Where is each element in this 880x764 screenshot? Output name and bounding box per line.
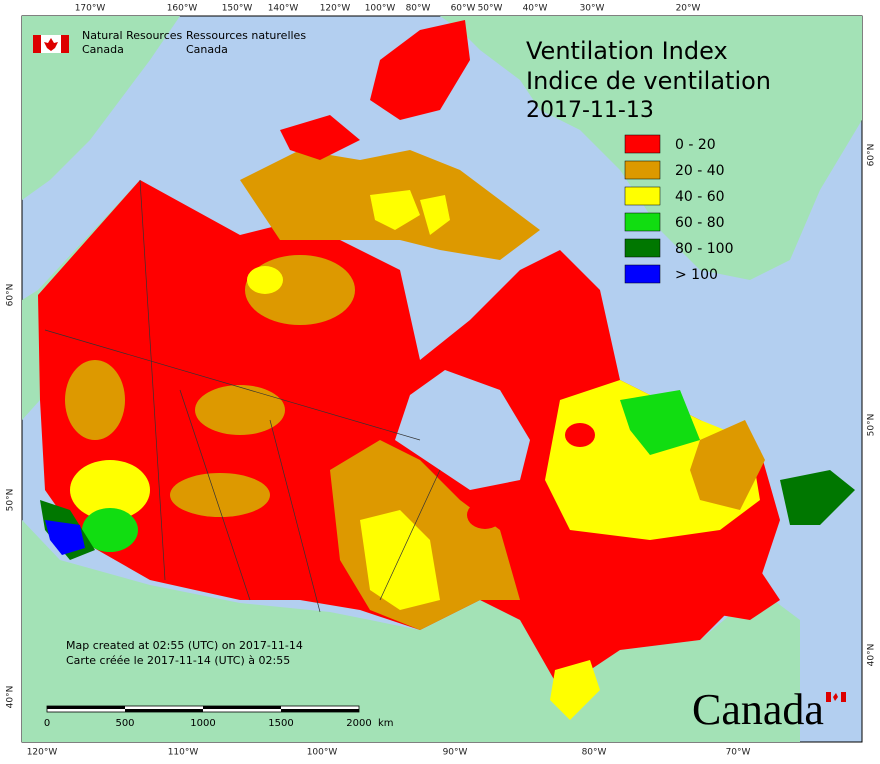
latitude-label: 40°N bbox=[6, 686, 16, 709]
border bbox=[179, 389, 251, 601]
legend-label: 0 - 20 bbox=[675, 137, 716, 153]
scale-bar-seg bbox=[281, 709, 359, 712]
scale-label: 2000 bbox=[346, 718, 371, 729]
longitude-label: 170°W bbox=[75, 4, 106, 14]
border bbox=[44, 329, 421, 441]
arctic-island bbox=[420, 195, 450, 235]
zone bbox=[82, 508, 138, 552]
longitude-label: 110°W bbox=[168, 748, 199, 758]
legend-label: > 100 bbox=[675, 267, 718, 283]
newfoundland bbox=[780, 470, 855, 525]
scale-bar: 0 500 1000 1500 2000 km bbox=[44, 705, 394, 729]
longitude-label: 120°W bbox=[320, 4, 351, 14]
border bbox=[379, 469, 441, 601]
zone bbox=[195, 385, 285, 435]
arctic-island bbox=[280, 115, 360, 160]
latitude-label: 50°N bbox=[867, 414, 877, 437]
flag-leaf bbox=[833, 693, 838, 701]
longitude-label: 20°W bbox=[676, 4, 701, 14]
wordmark-text: Canada bbox=[692, 685, 824, 734]
note: Map created at 02:55 (UTC) on 2017-11-14 bbox=[66, 639, 303, 652]
latitude-label: 60°N bbox=[6, 284, 16, 307]
longitude-label: 40°W bbox=[523, 4, 548, 14]
legend-swatch bbox=[624, 212, 661, 232]
scale-label: 1000 bbox=[190, 718, 215, 729]
longitude-label: 80°W bbox=[406, 4, 431, 14]
flag-bar bbox=[841, 692, 846, 702]
zone bbox=[247, 266, 283, 294]
arctic-island bbox=[370, 190, 420, 230]
flag-bar bbox=[61, 35, 69, 53]
flag-leaf bbox=[44, 38, 58, 51]
latitude-label: 40°N bbox=[867, 644, 877, 667]
dept-en: Canada bbox=[82, 43, 124, 56]
legend: 0 - 20 20 - 40 40 - 60 60 - 80 80 - 100 > 100 bbox=[624, 134, 734, 284]
legend-swatch bbox=[624, 134, 661, 154]
scale-bar-seg bbox=[47, 706, 125, 709]
legend-swatch bbox=[624, 160, 661, 180]
note: Carte créée le 2017-11-14 (UTC) à 02:55 bbox=[66, 654, 290, 667]
legend-label: 40 - 60 bbox=[675, 189, 725, 205]
wordmark: Canada bbox=[692, 685, 846, 734]
dept-fr: Canada bbox=[186, 43, 228, 56]
zone bbox=[360, 510, 440, 610]
longitude-label: 80°W bbox=[582, 748, 607, 758]
scale-label: 0 bbox=[44, 718, 50, 729]
scale-bar-seg bbox=[203, 706, 281, 709]
map-frame bbox=[21, 15, 863, 743]
flag-bar bbox=[826, 692, 831, 702]
zone bbox=[690, 420, 765, 510]
border bbox=[269, 419, 321, 613]
scale-unit: km bbox=[378, 718, 394, 729]
border bbox=[139, 179, 166, 581]
dept-en: Natural Resources bbox=[82, 29, 183, 42]
legend-label: 80 - 100 bbox=[675, 241, 734, 257]
zone bbox=[70, 460, 150, 520]
maritimes bbox=[710, 570, 780, 620]
agency-logo bbox=[33, 35, 69, 53]
longitude-label: 70°W bbox=[726, 748, 751, 758]
longitude-label: 100°W bbox=[365, 4, 396, 14]
longitude-label: 120°W bbox=[27, 748, 58, 758]
longitude-label: 160°W bbox=[167, 4, 198, 14]
siberia bbox=[22, 16, 180, 200]
zone bbox=[467, 501, 503, 529]
zone bbox=[565, 423, 595, 447]
zone bbox=[170, 473, 270, 517]
zone bbox=[65, 360, 125, 440]
longitude-label: 60°W bbox=[451, 4, 476, 14]
legend-label: 20 - 40 bbox=[675, 163, 725, 179]
zone bbox=[620, 390, 700, 455]
latitude-label: 60°N bbox=[867, 144, 877, 167]
hudson-bay bbox=[395, 370, 530, 490]
dept-fr: Ressources naturelles bbox=[186, 29, 306, 42]
zone bbox=[45, 520, 85, 555]
legend-label: 60 - 80 bbox=[675, 215, 725, 231]
legend-swatch bbox=[624, 238, 661, 258]
longitude-label: 100°W bbox=[307, 748, 338, 758]
longitude-label: 90°W bbox=[443, 748, 468, 758]
title: Indice de ventilation bbox=[526, 67, 771, 95]
ontario-south bbox=[550, 660, 600, 720]
longitude-label: 140°W bbox=[268, 4, 299, 14]
latitude-label: 50°N bbox=[6, 489, 16, 512]
usa bbox=[22, 520, 800, 742]
legend-swatch bbox=[624, 264, 661, 284]
flag-bar bbox=[33, 35, 41, 53]
longitude-label: 150°W bbox=[222, 4, 253, 14]
title-date: 2017-11-13 bbox=[526, 98, 654, 123]
title: Ventilation Index bbox=[526, 37, 728, 65]
arctic-island bbox=[370, 20, 470, 120]
legend-swatch bbox=[624, 186, 661, 206]
longitude-label: 50°W bbox=[478, 4, 503, 14]
scale-label: 1500 bbox=[268, 718, 293, 729]
scale-label: 500 bbox=[115, 718, 134, 729]
scale-bar-seg bbox=[125, 709, 203, 712]
longitude-label: 30°W bbox=[580, 4, 605, 14]
